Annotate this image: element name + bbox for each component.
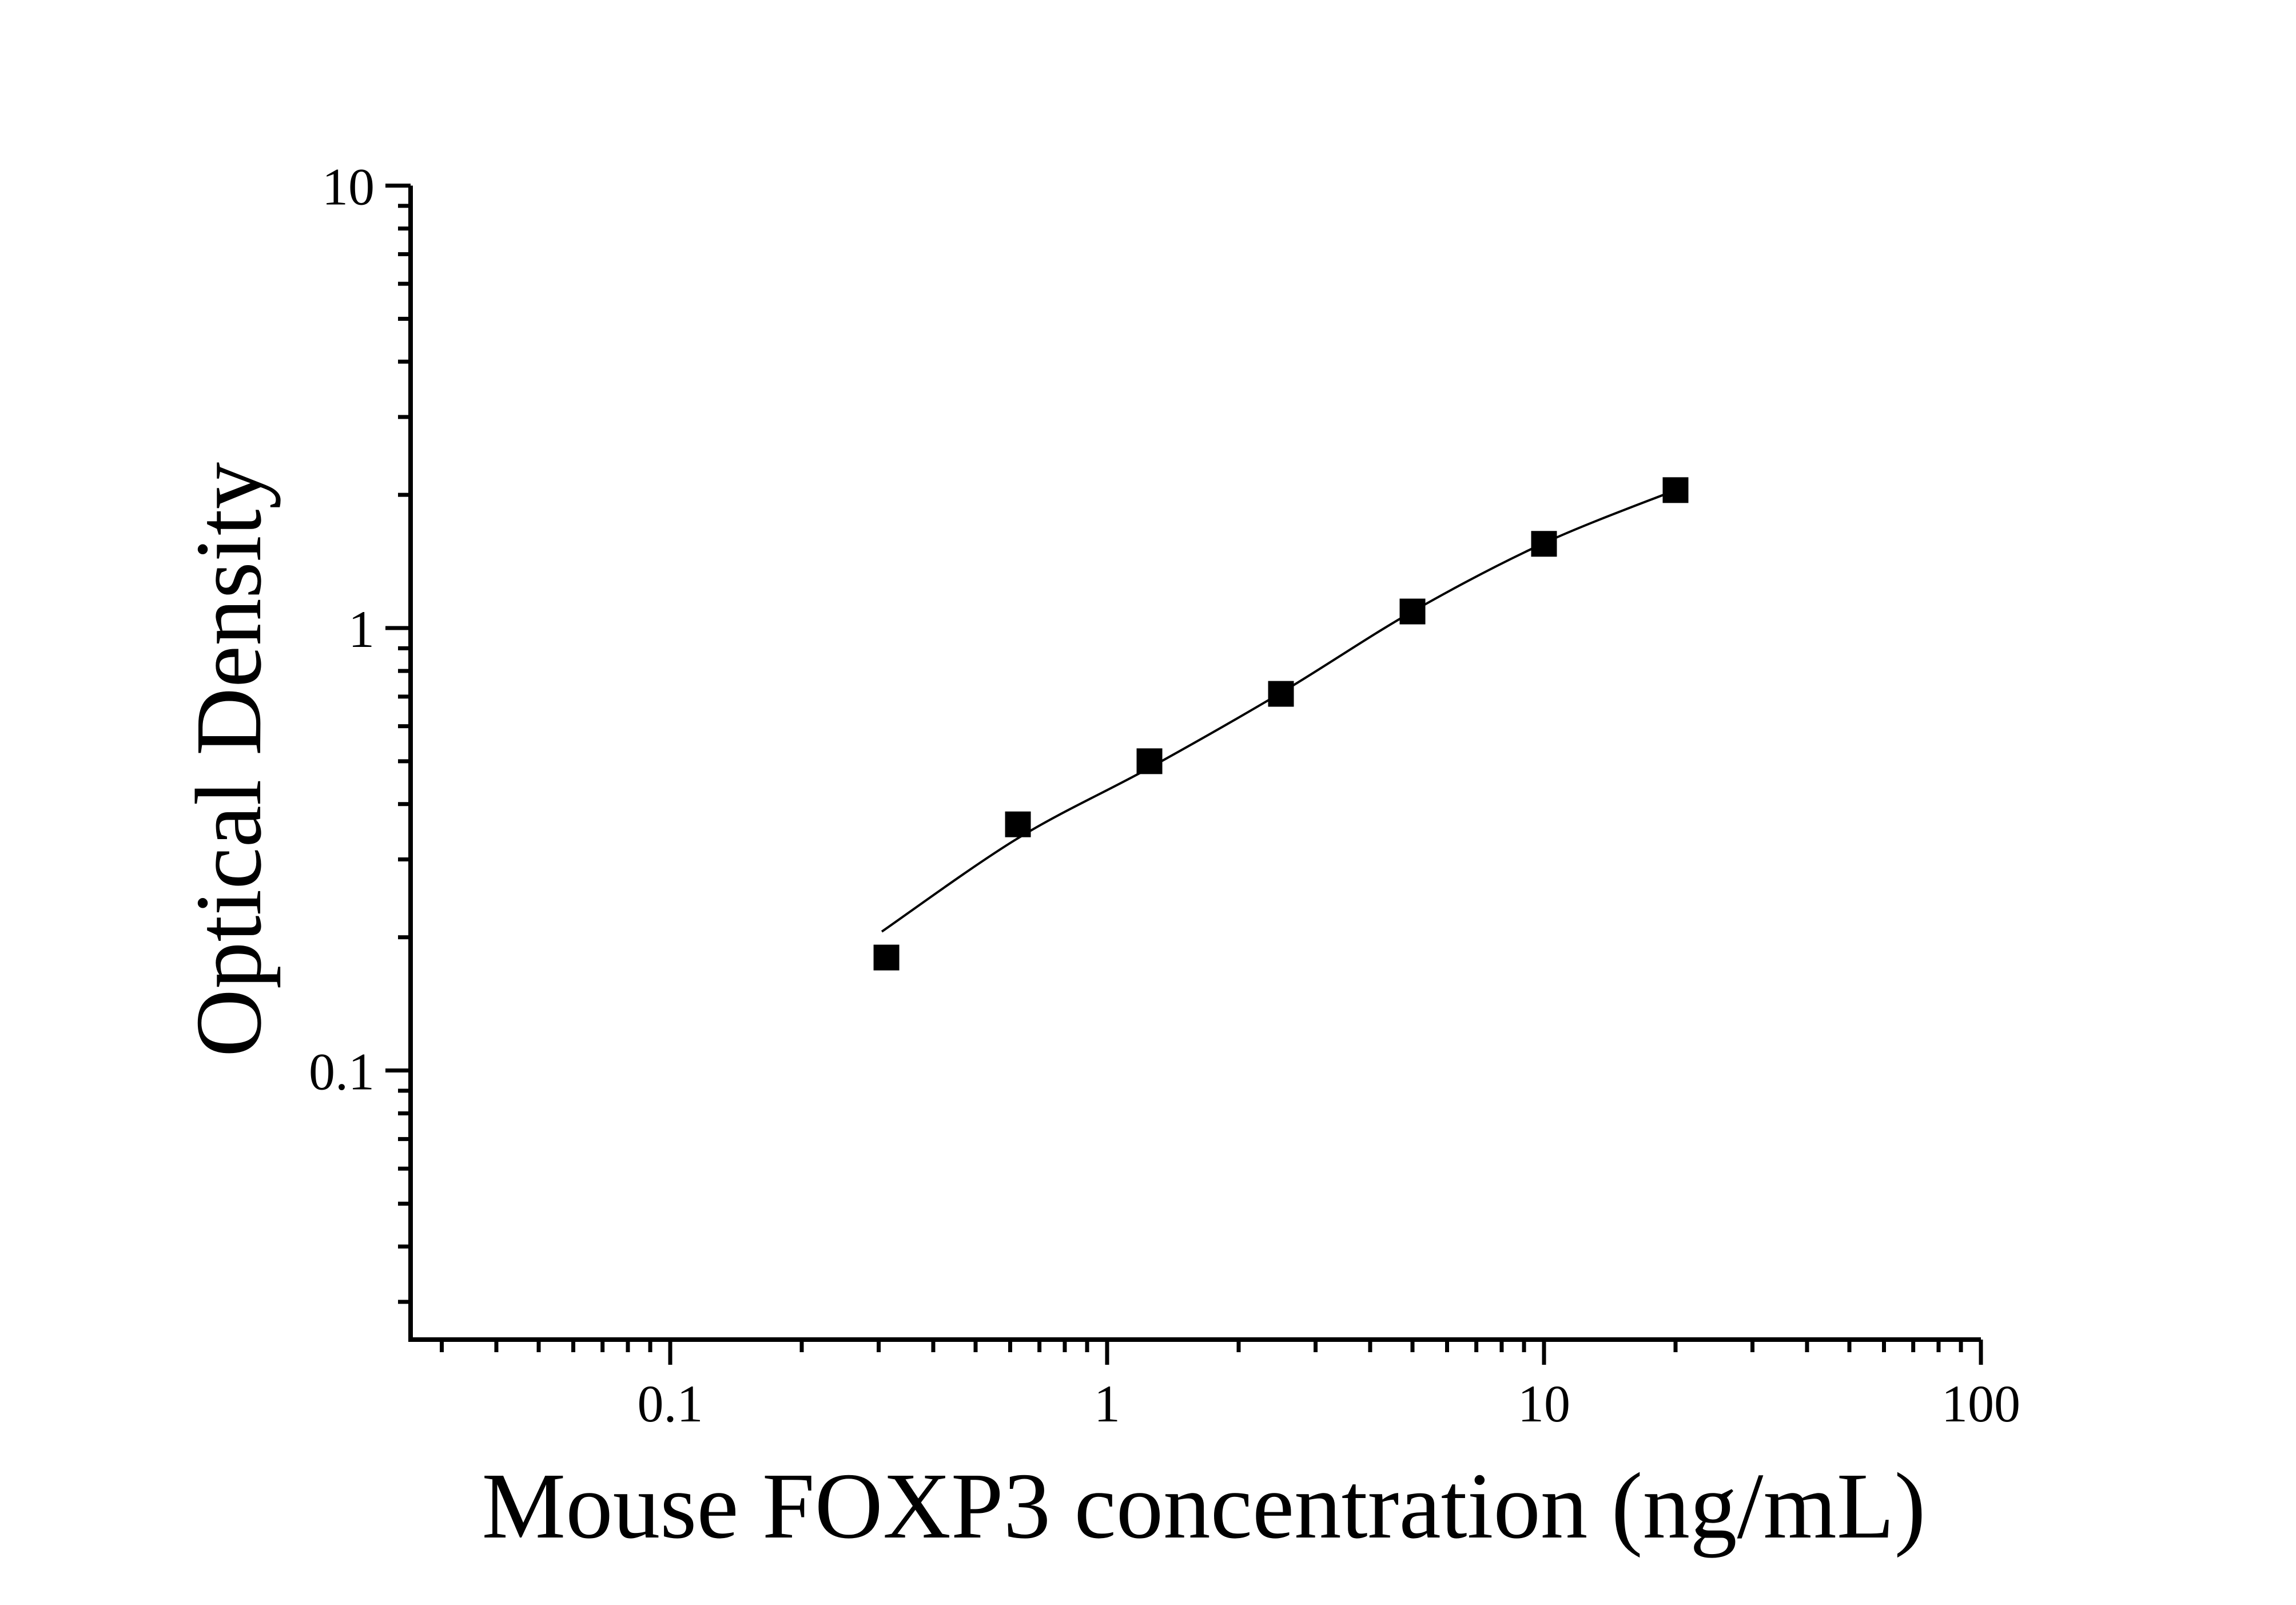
x-tick-label: 100 <box>1941 1374 2020 1433</box>
data-point-marker <box>1531 531 1557 557</box>
data-point-markers <box>873 477 1689 971</box>
x-axis-tick-labels: 0.1 1 10 100 <box>638 1374 2021 1433</box>
x-tick-label: 0.1 <box>638 1374 703 1433</box>
data-point-marker <box>1268 681 1294 707</box>
axes <box>408 185 1981 1342</box>
data-point-marker <box>1662 477 1689 503</box>
data-point-marker <box>1136 748 1163 774</box>
x-axis-title: Mouse FOXP3 concentration (ng/mL) <box>482 1453 1925 1558</box>
axis-lines <box>408 185 1981 1342</box>
y-tick-label: 1 <box>348 600 375 658</box>
y-tick-label: 10 <box>322 158 375 216</box>
y-tick-label: 0.1 <box>309 1043 375 1101</box>
data-point-marker <box>1005 811 1031 837</box>
y-axis-title: Optical Density <box>176 462 281 1057</box>
x-axis-ticks <box>440 1340 1983 1365</box>
y-axis-ticks <box>385 184 411 1304</box>
data-point-marker <box>1399 598 1426 625</box>
data-point-marker <box>873 944 900 971</box>
y-axis-tick-labels: 10 1 0.1 <box>309 158 375 1101</box>
x-tick-label: 1 <box>1094 1374 1120 1433</box>
x-tick-label: 10 <box>1518 1374 1570 1433</box>
